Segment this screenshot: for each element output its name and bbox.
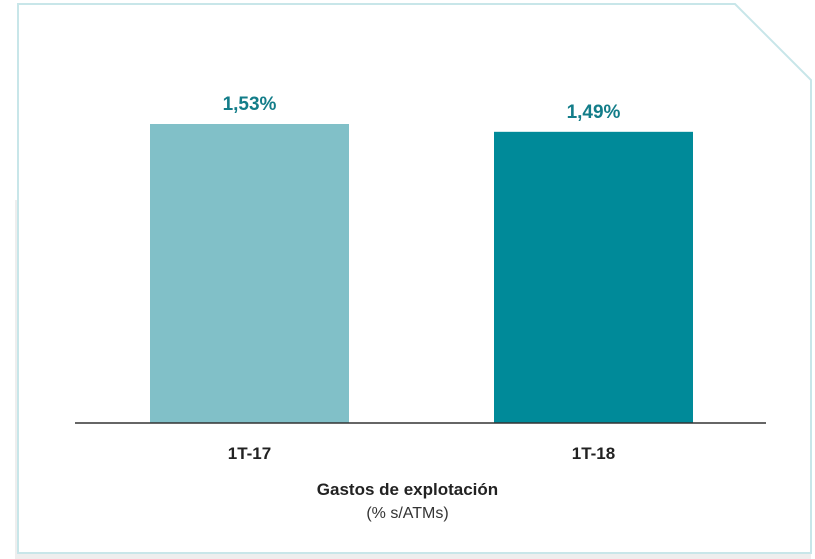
chart-title: Gastos de explotación [316,480,499,499]
bars-layer [150,124,693,423]
value-label-1t-18: 1,49% [567,102,621,123]
category-label-1t-18: 1T-18 [572,444,615,463]
bar-1t-18 [494,131,693,423]
bar-1t-17 [150,124,349,423]
chart-subtitle: (% s/ATMs) [366,505,449,522]
labels-layer: 1,53% 1T-17 1,49% 1T-18 [223,94,621,463]
value-label-1t-17: 1,53% [223,94,277,115]
category-label-1t-17: 1T-17 [228,444,271,463]
